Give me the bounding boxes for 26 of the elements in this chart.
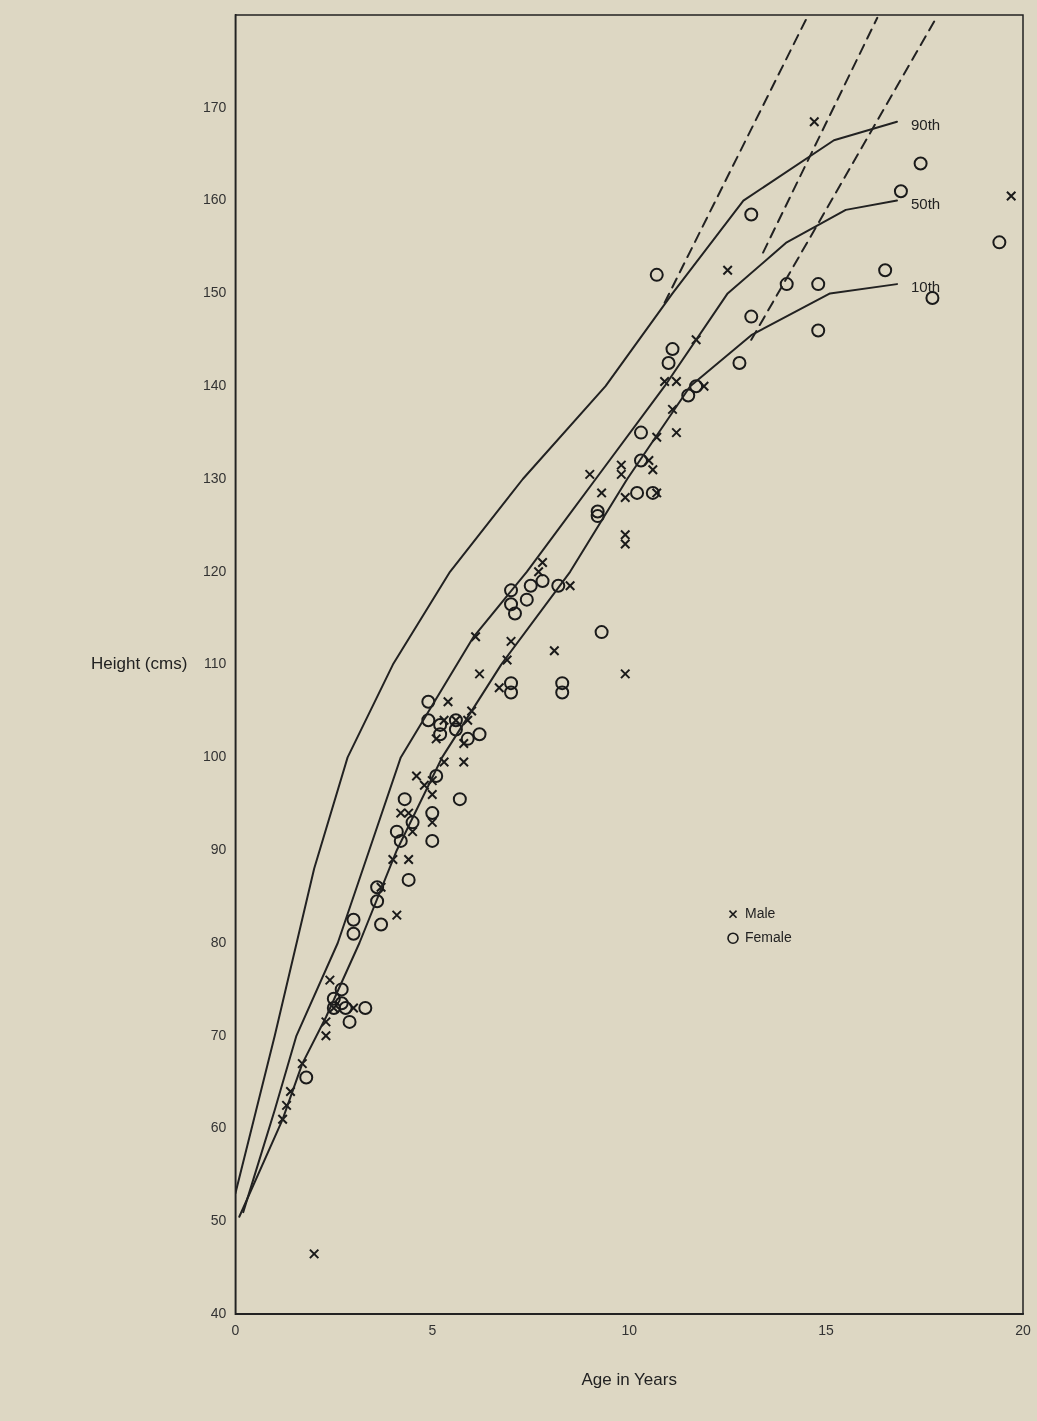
x-axis-title: Age in Years (581, 1369, 677, 1389)
y-tick-label: 150 (203, 284, 227, 301)
y-tick-label: 170 (203, 98, 227, 115)
x-tick-label: 5 (428, 1322, 437, 1339)
y-tick-label: 90 (210, 841, 227, 858)
y-tick-label: 80 (210, 933, 227, 950)
y-tick-label: 70 (210, 1026, 227, 1043)
legend-label: Female (745, 929, 792, 946)
y-tick-label: 100 (203, 748, 227, 765)
y-tick-label: 50 (210, 1212, 227, 1229)
y-tick-label: 140 (203, 377, 227, 394)
y-tick-label: 110 (204, 655, 227, 672)
y-tick-label: 40 (210, 1305, 227, 1322)
series-label: 50th (910, 194, 941, 212)
y-axis-title: Height (cms) (91, 654, 188, 674)
y-tick-label: 160 (203, 191, 227, 208)
y-tick-label: 130 (203, 469, 227, 486)
y-tick-label: 60 (210, 1119, 227, 1136)
x-tick-label: 10 (621, 1322, 638, 1339)
series-label: 90th (910, 115, 941, 133)
series-label: 10th (910, 278, 941, 296)
x-tick-label: 0 (231, 1322, 240, 1339)
legend-label: Male (745, 905, 776, 922)
x-tick-label: 20 (1015, 1322, 1031, 1339)
y-tick-label: 120 (203, 562, 227, 579)
x-tick-label: 15 (818, 1322, 835, 1339)
